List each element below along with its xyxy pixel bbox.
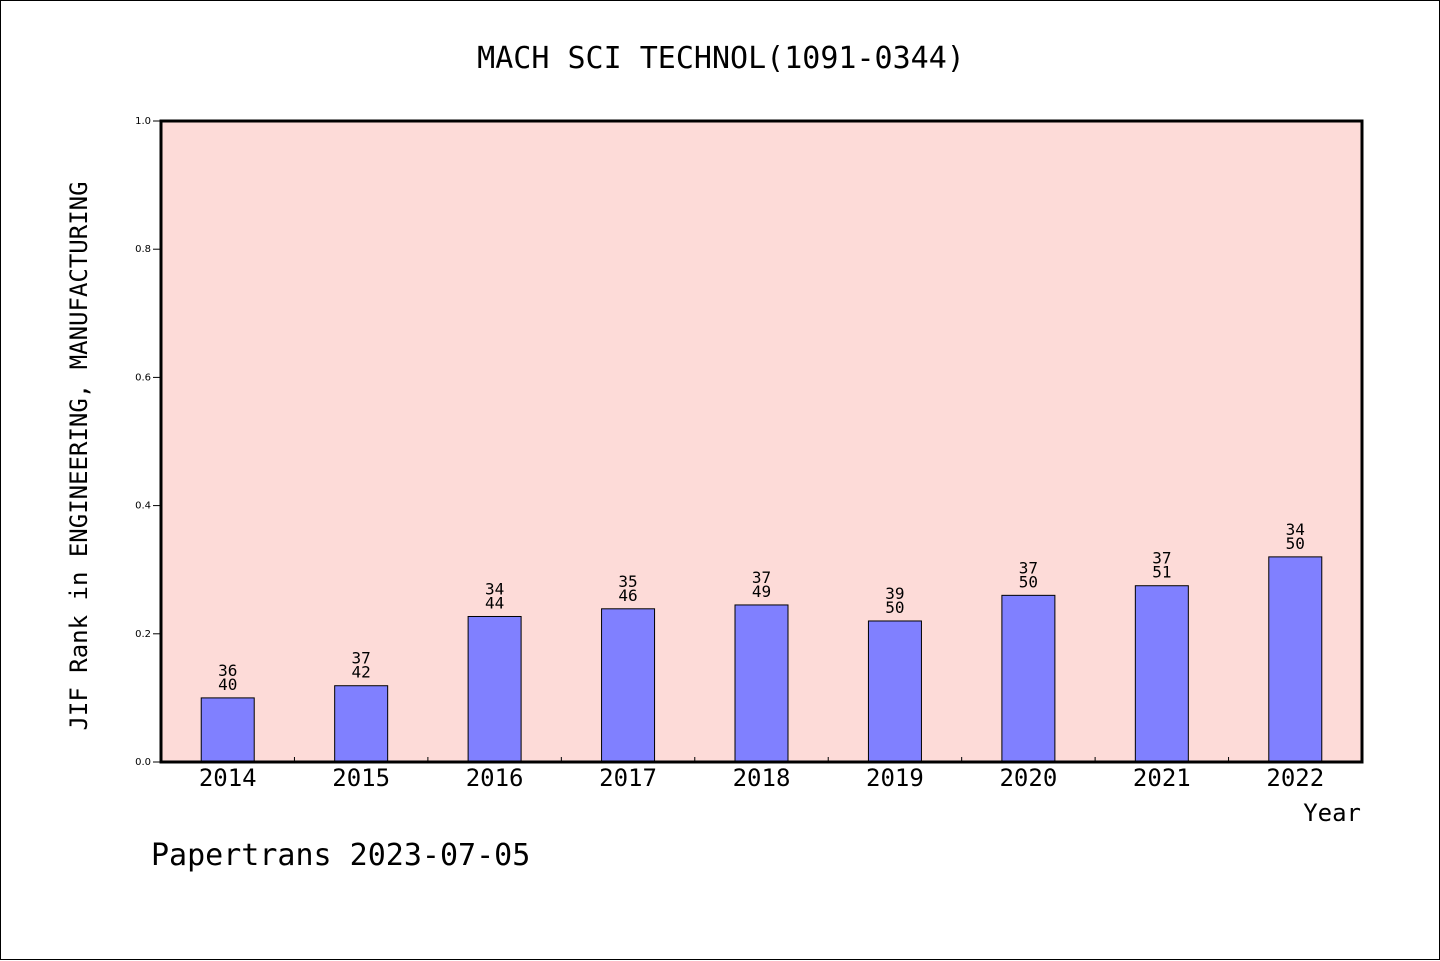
y-tick-label-0.0: 0.0 (135, 757, 151, 768)
y-tick-label-1.0: 1.0 (135, 116, 151, 127)
x-tick-label-2016: 2016 (466, 764, 524, 792)
total-label-2019: 50 (885, 598, 904, 617)
rank-label-2014: 36 (218, 661, 237, 680)
rank-label-2021: 37 (1152, 549, 1171, 568)
y-tick-label-0.2: 0.2 (135, 629, 151, 640)
total-label-2014: 40 (218, 675, 237, 694)
bar-2017 (601, 608, 656, 763)
x-tick-label-2018: 2018 (733, 764, 791, 792)
x-tick-label-2020: 2020 (999, 764, 1057, 792)
bars-group (200, 556, 1323, 763)
x-tick-label-2015: 2015 (332, 764, 390, 792)
y-tick-label-0.6: 0.6 (135, 372, 151, 383)
y-ticks-group: 0.0 0.2 0.4 0.6 0.8 1.0 (135, 116, 161, 768)
footer-text: Papertrans 2023-07-05 (151, 838, 530, 873)
bar-2016 (467, 615, 522, 763)
y-axis-label: JIF Rank in ENGINEERING, MANUFACTURING (65, 181, 93, 730)
y-tick-label-0.4: 0.4 (135, 501, 151, 512)
bar-2020 (1001, 594, 1056, 763)
total-label-2015: 42 (352, 663, 371, 682)
total-label-2018: 49 (752, 582, 771, 601)
x-tick-label-2014: 2014 (199, 764, 257, 792)
bar-2022 (1268, 556, 1323, 763)
rank-label-2018: 37 (752, 568, 771, 587)
x-tick-label-2017: 2017 (599, 764, 657, 792)
bar-2014 (200, 697, 255, 763)
x-tick-label-2021: 2021 (1133, 764, 1191, 792)
bar-2021 (1134, 585, 1189, 763)
total-label-2016: 44 (485, 593, 504, 612)
rank-label-2017: 35 (618, 572, 637, 591)
total-label-2020: 50 (1019, 572, 1038, 591)
bar-2018 (734, 604, 789, 763)
rank-label-2020: 37 (1019, 558, 1038, 577)
bar-2015 (334, 685, 389, 763)
rank-label-2016: 34 (485, 579, 504, 598)
x-tick-label-2019: 2019 (866, 764, 924, 792)
total-label-2021: 51 (1152, 563, 1171, 582)
y-tick-label-0.8: 0.8 (135, 244, 151, 255)
rank-label-2015: 37 (352, 649, 371, 668)
rank-label-2019: 39 (885, 584, 904, 603)
x-axis-label: Year (1303, 799, 1361, 827)
bar-2019 (867, 620, 922, 763)
total-label-2022: 50 (1286, 534, 1305, 553)
plot-border (159, 119, 1364, 764)
x-tick-label-2022: 2022 (1266, 764, 1324, 792)
chart-title: MACH SCI TECHNOL(1091-0344) (477, 41, 965, 76)
total-label-2017: 46 (618, 586, 637, 605)
rank-label-2022: 34 (1286, 520, 1305, 539)
x-ticks-group: 2014 2015 2016 2017 2018 2019 2020 2021 2022 (199, 757, 1324, 792)
